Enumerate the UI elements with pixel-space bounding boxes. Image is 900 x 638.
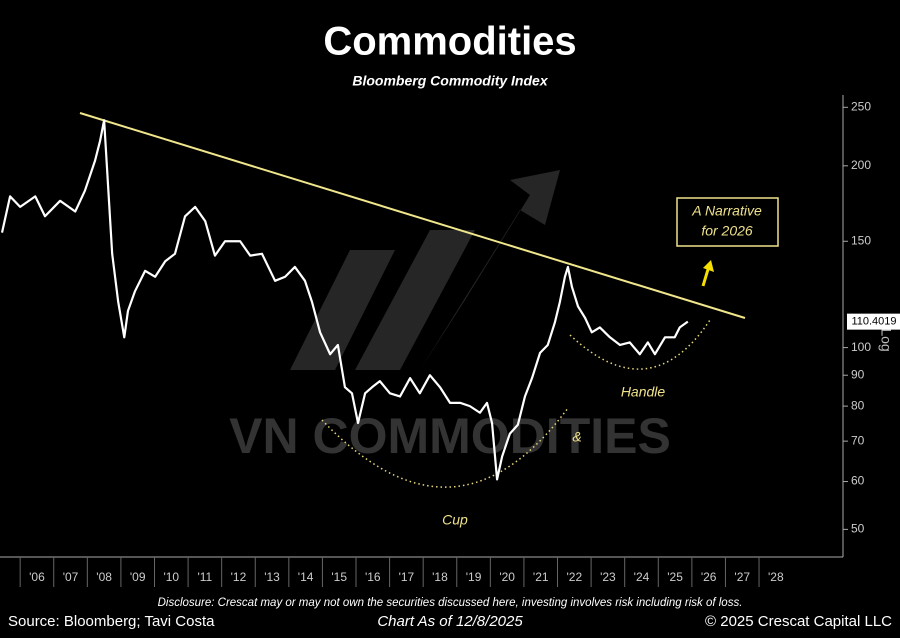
narrative-box [676,197,779,247]
chart-subtitle: Bloomberg Commodity Index [352,73,548,89]
y-axis-label: Log [878,328,894,351]
annotation: A Narrative [691,203,762,219]
annotation: for 2026 [701,223,753,239]
handle-curve [569,319,711,370]
x-tick-label: '10 [163,570,179,584]
x-tick-label: '12 [231,570,247,584]
x-tick-label: '26 [701,570,717,584]
x-tick-label: '27 [734,570,750,584]
y-tick-label: 200 [851,158,871,172]
y-tick-label: 70 [851,433,865,447]
cup-curve [321,407,569,488]
y-tick-label: 60 [851,474,865,488]
y-tick-label: 150 [851,233,871,247]
x-tick-label: '16 [365,570,381,584]
x-tick-label: '14 [298,570,314,584]
x-tick-label: '23 [600,570,616,584]
y-tick-label: 80 [851,398,865,412]
annotation: & [572,429,581,445]
y-tick-label: 50 [851,522,865,536]
chart-title: Commodities [323,20,576,64]
x-tick-label: '22 [566,570,582,584]
disclosure: Disclosure: Crescat may or may not own t… [158,597,743,609]
y-tick-label: 250 [851,99,871,113]
copyright: © 2025 Crescat Capital LLC [705,613,892,630]
x-tick-label: '20 [499,570,515,584]
x-tick-label: '07 [63,570,79,584]
x-tick-label: '28 [768,570,784,584]
x-tick-label: '25 [667,570,683,584]
trendline [79,112,746,319]
x-tick-label: '18 [432,570,448,584]
y-tick-label: 100 [851,340,871,354]
x-tick-label: '13 [264,570,280,584]
x-tick-label: '15 [331,570,347,584]
x-tick-label: '11 [197,570,212,584]
x-tick-label: '19 [466,570,482,584]
x-tick-label: '24 [634,570,650,584]
source: Source: Bloomberg; Tavi Costa [8,613,215,630]
x-tick-label: '17 [399,570,415,584]
y-tick-label: 90 [851,367,865,381]
watermark-logo [290,170,560,370]
watermark: VN COMMODITIES [229,408,671,464]
last-value-box [847,313,900,330]
x-tick-label: '06 [29,570,45,584]
x-tick-label: '21 [533,570,549,584]
arrow-head [703,260,714,272]
chart-date: Chart As of 12/8/2025 [377,613,523,630]
last-value-label: 110.4019 [851,316,896,328]
annotation: Cup [442,512,468,528]
x-tick-label: '09 [130,570,146,584]
x-tick-label: '08 [96,570,112,584]
price-line [0,119,689,481]
annotation: Handle [621,384,666,400]
